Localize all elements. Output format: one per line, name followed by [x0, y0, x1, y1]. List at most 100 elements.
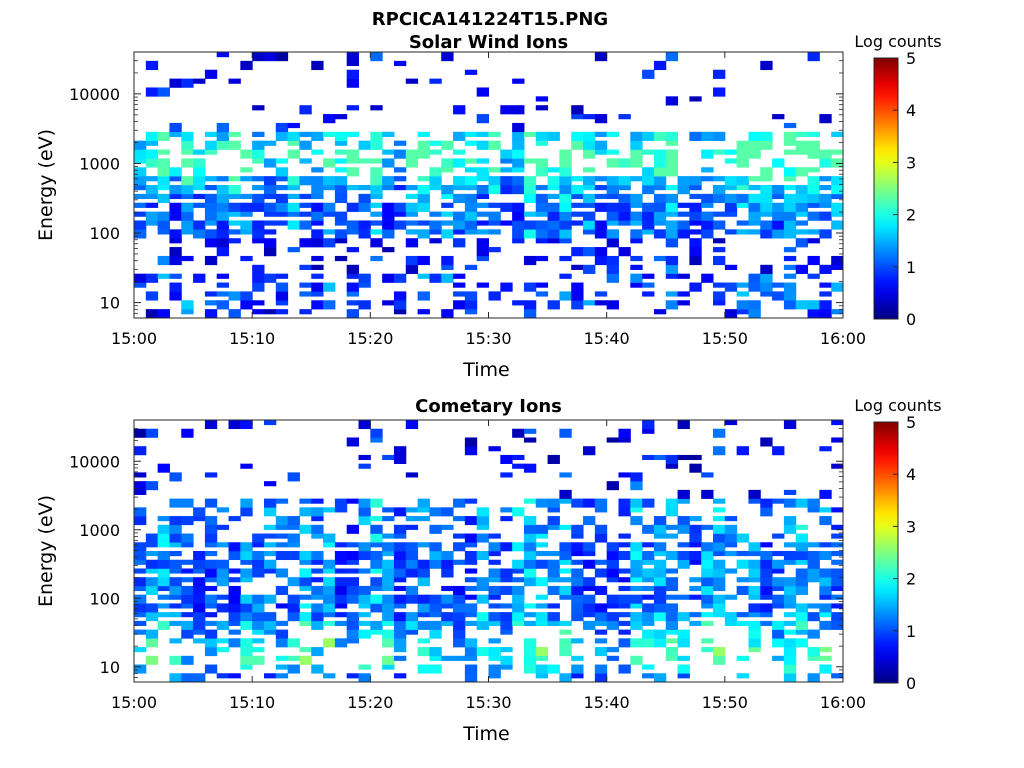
heatmap-cell: [512, 78, 525, 84]
heatmap-cell: [795, 131, 809, 137]
heatmap-cell: [134, 559, 147, 565]
heatmap-cell: [807, 176, 820, 186]
heatmap-cell: [488, 131, 501, 137]
heatmap-cell: [240, 220, 253, 230]
heatmap-cell: [393, 533, 407, 539]
heatmap-cell: [346, 638, 360, 644]
heatmap-cell: [311, 551, 324, 561]
heatmap-cell: [145, 220, 159, 226]
heatmap-cell: [653, 131, 667, 141]
heatmap-cell: [405, 542, 419, 552]
heatmap-cell: [500, 185, 513, 195]
heatmap-cell: [252, 542, 265, 548]
heatmap-cell: [346, 568, 360, 574]
heatmap-cell: [488, 176, 501, 186]
heatmap-cell: [642, 185, 655, 195]
heatmap-cell: [512, 105, 525, 115]
heatmap-cell: [783, 131, 797, 141]
heatmap-cell: [464, 309, 478, 315]
heatmap-cell: [252, 229, 265, 239]
heatmap-cell: [252, 638, 265, 644]
heatmap-cell: [772, 282, 785, 288]
heatmap-cell: [547, 585, 560, 595]
heatmap-cell: [157, 516, 170, 522]
heatmap-cell: [819, 185, 832, 191]
heatmap-cell: [417, 255, 430, 266]
heatmap-cell: [736, 673, 749, 679]
heatmap-cell: [783, 420, 797, 430]
heatmap-cell: [157, 220, 170, 230]
heatmap-cell: [216, 229, 230, 239]
heatmap-cell: [311, 255, 324, 262]
heatmap-cell: [346, 577, 360, 587]
heatmap-cell: [393, 620, 407, 630]
heatmap-cell: [795, 629, 809, 635]
heatmap-cell: [783, 211, 797, 221]
heatmap-cell: [500, 472, 513, 478]
heatmap-cell: [807, 229, 820, 235]
heatmap-cell: [311, 291, 324, 297]
heatmap-cell: [653, 167, 667, 177]
heatmap-cell: [665, 524, 679, 530]
heatmap-cell: [346, 105, 360, 111]
heatmap-cell: [323, 559, 336, 569]
heatmap-cell: [370, 620, 383, 630]
heatmap-cell: [618, 114, 631, 120]
heatmap-cell: [181, 158, 194, 168]
heatmap-cell: [169, 193, 182, 200]
heatmap-cell: [453, 105, 466, 115]
heatmap-cell: [393, 594, 407, 604]
heatmap-cell: [287, 472, 300, 482]
heatmap-cell: [263, 533, 277, 539]
y-axis-label: Energy (eV): [35, 129, 57, 241]
heatmap-cell: [393, 542, 407, 552]
heatmap-cell: [783, 542, 797, 548]
heatmap-cell: [512, 585, 525, 595]
heatmap-cell: [594, 291, 608, 297]
heatmap-cell: [346, 167, 360, 177]
heatmap-cell: [488, 603, 501, 609]
heatmap-cell: [181, 655, 194, 665]
heatmap-cell: [677, 612, 690, 622]
heatmap-cell: [181, 568, 194, 574]
heatmap-cell: [807, 577, 820, 583]
heatmap-cell: [358, 420, 371, 430]
heatmap-cell: [713, 524, 726, 534]
heatmap-cell: [795, 211, 809, 217]
heatmap-cell: [819, 229, 832, 239]
heatmap-cell: [547, 220, 560, 230]
heatmap-cell: [618, 472, 631, 478]
heatmap-cell: [323, 612, 336, 618]
heatmap-cell: [157, 620, 170, 630]
heatmap-cell: [323, 507, 336, 513]
heatmap-cell: [606, 603, 619, 609]
heatmap-cell: [523, 577, 537, 587]
heatmap-cell: [240, 255, 253, 262]
heatmap-cell: [512, 577, 525, 583]
heatmap-cell: [559, 472, 572, 478]
heatmap-cell: [772, 220, 785, 230]
heatmap-cell: [819, 551, 832, 561]
heatmap-cell: [240, 612, 253, 622]
heatmap-cell: [169, 78, 182, 88]
heatmap-cell: [512, 507, 525, 517]
heatmap-cell: [358, 193, 371, 204]
heatmap-cell: [523, 463, 537, 473]
heatmap-cell: [819, 211, 832, 221]
heatmap-cell: [512, 220, 525, 230]
heatmap-cell: [488, 167, 501, 173]
x-tick-label: 15:20: [347, 329, 393, 348]
heatmap-cell: [275, 524, 289, 530]
heatmap-cell: [464, 612, 478, 618]
heatmap-cell: [630, 238, 643, 244]
heatmap-cell: [405, 229, 419, 235]
heatmap-cell: [689, 454, 702, 461]
heatmap-cell: [405, 559, 419, 569]
heatmap-cell: [500, 603, 513, 609]
heatmap-cell: [393, 638, 407, 648]
heatmap-cell: [216, 211, 230, 221]
heatmap-cell: [795, 149, 809, 155]
heatmap-cell: [311, 167, 324, 173]
heatmap-cell: [831, 585, 844, 592]
heatmap-cell: [370, 629, 383, 635]
